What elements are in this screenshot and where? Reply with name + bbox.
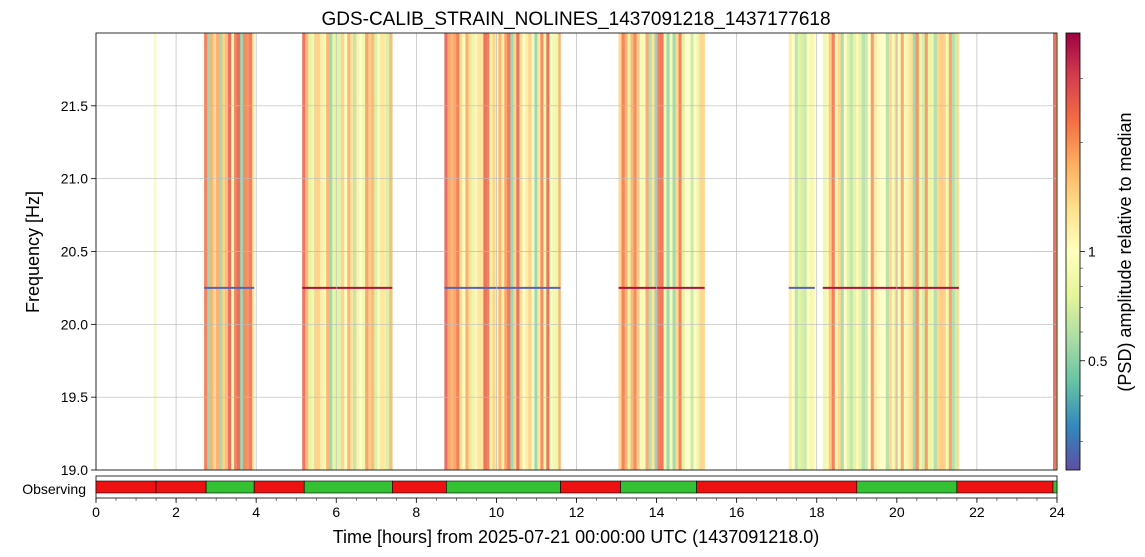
observing-segments: Observing <box>22 475 1058 499</box>
spectrogram: 19.0 19.5 20.0 20.5 21.0 21.5 <box>61 32 1058 478</box>
colorbar-gradient <box>1065 32 1081 471</box>
segment-active <box>205 480 255 494</box>
colorbar: 10.5 (PSD) amplitude relative to median <box>1065 32 1135 471</box>
y-tick-label: 21.5 <box>61 98 88 114</box>
plot-frame <box>95 32 1058 471</box>
x-ticks: 0 2 4 6 8 10 12 14 16 18 20 22 24 <box>92 498 1065 520</box>
x-tick-label: 12 <box>569 504 585 520</box>
segment-active <box>303 480 393 494</box>
colorbar-ticks: 10.5 <box>1080 78 1108 442</box>
x-tick-label: 2 <box>172 504 180 520</box>
y-tick-label: 20.0 <box>61 316 88 332</box>
x-tick-label: 0 <box>92 504 100 520</box>
segment-active <box>1052 480 1058 494</box>
segment-inactive <box>392 480 447 494</box>
segment-inactive <box>956 480 1054 494</box>
colorbar-tick-label: 0.5 <box>1088 353 1108 369</box>
chart-title: GDS-CALIB_STRAIN_NOLINES_1437091218_1437… <box>321 9 830 30</box>
segment-active <box>620 480 697 494</box>
x-tick-label: 14 <box>649 504 665 520</box>
segment-active <box>446 480 561 494</box>
x-tick-label: 10 <box>489 504 505 520</box>
y-tick-label: 20.5 <box>61 244 88 260</box>
x-tick-label: 22 <box>969 504 985 520</box>
segment-inactive <box>253 480 305 494</box>
colorbar-tick-label: 1 <box>1088 244 1096 260</box>
x-axis-label: Time [hours] from 2025-07-21 00:00:00 UT… <box>333 527 820 547</box>
x-tick-label: 20 <box>889 504 905 520</box>
y-tick-label: 21.0 <box>61 171 88 187</box>
segment-inactive <box>95 480 157 494</box>
x-tick-label: 6 <box>332 504 340 520</box>
y-tick-label: 19.5 <box>61 389 88 405</box>
x-tick-label: 16 <box>729 504 745 520</box>
y-ticks: 19.0 19.5 20.0 20.5 21.0 21.5 <box>61 98 96 478</box>
colorbar-label: (PSD) amplitude relative to median <box>1115 112 1135 391</box>
x-tick-label: 24 <box>1049 504 1065 520</box>
segment-rects <box>95 480 1058 494</box>
segment-inactive <box>560 480 621 494</box>
segment-active <box>856 480 958 494</box>
x-tick-label: 18 <box>809 504 825 520</box>
y-tick-label: 19.0 <box>61 462 88 478</box>
x-tick-label: 8 <box>412 504 420 520</box>
y-axis-label: Frequency [Hz] <box>23 191 43 313</box>
segment-label: Observing <box>22 481 86 497</box>
grid <box>95 33 1058 471</box>
segment-inactive <box>155 480 207 494</box>
segment-inactive <box>696 480 858 494</box>
x-tick-label: 4 <box>252 504 260 520</box>
